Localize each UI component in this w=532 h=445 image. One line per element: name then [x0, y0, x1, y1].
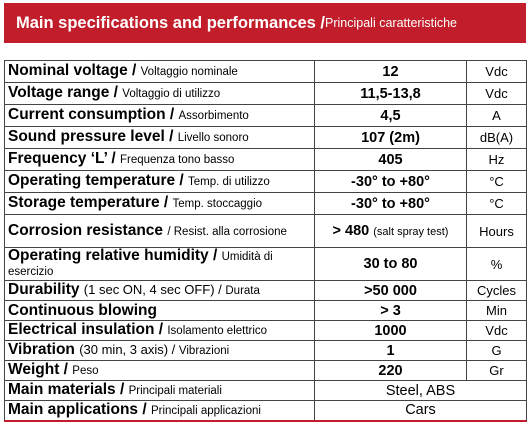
spec-value: 11,5-13,8 — [314, 82, 467, 105]
spec-value: 220 — [314, 360, 467, 381]
section-title: Main specifications and performances / — [16, 13, 326, 32]
spec-row: Voltage range / Voltaggio di utilizzo 11… — [4, 82, 527, 105]
spec-row: Storage temperature / Temp. stoccaggio -… — [4, 192, 527, 215]
spec-label: Frequency ‘L’ / Frequenza tono basso — [4, 148, 315, 171]
spec-unit: Vdc — [466, 320, 527, 341]
spec-value: -30° to +80° — [314, 192, 467, 215]
spec-label: Main materials / Principali materiali — [4, 380, 315, 401]
spec-value: 1 — [314, 340, 467, 361]
spec-row: Operating relative humidity / Umidità di… — [4, 247, 527, 281]
spec-row: Current consumption / Assorbimento 4,5 A — [4, 104, 527, 127]
spec-label: Vibration (30 min, 3 axis) / Vibrazioni — [4, 340, 315, 361]
spec-unit: °C — [466, 170, 527, 193]
spec-label: Operating relative humidity / Umidità di… — [4, 247, 315, 281]
spec-label: Electrical insulation / Isolamento elett… — [4, 320, 315, 341]
spec-value: >50 000 — [314, 280, 467, 301]
spec-unit: Gr — [466, 360, 527, 381]
spec-row: Main applications / Principali applicazi… — [4, 400, 527, 422]
spec-row: Electrical insulation / Isolamento elett… — [4, 320, 527, 341]
spec-label: Continuous blowing — [4, 300, 315, 321]
spec-row: Nominal voltage / Voltaggio nominale 12 … — [4, 60, 527, 83]
spec-value: > 3 — [314, 300, 467, 321]
spec-label: Current consumption / Assorbimento — [4, 104, 315, 127]
spec-unit: Hz — [466, 148, 527, 171]
spec-row: Corrosion resistance / Resist. alla corr… — [4, 214, 527, 248]
spec-value: 1000 — [314, 320, 467, 341]
spec-label: Operating temperature / Temp. di utilizz… — [4, 170, 315, 193]
spec-value: > 480 (salt spray test) — [314, 214, 467, 248]
spec-value: Cars — [314, 400, 527, 422]
spec-row: Continuous blowing > 3 Min — [4, 300, 527, 321]
section-subtitle: Principali caratteristiche — [325, 16, 458, 30]
spec-label: Voltage range / Voltaggio di utilizzo — [4, 82, 315, 105]
spec-value: Steel, ABS — [314, 380, 527, 401]
section-header: Main specifications and performances / P… — [4, 3, 526, 43]
spec-table: Nominal voltage / Voltaggio nominale 12 … — [4, 60, 527, 422]
spec-value: 405 — [314, 148, 467, 171]
spec-label: Weight / Peso — [4, 360, 315, 381]
spec-unit: Vdc — [466, 82, 527, 105]
spec-unit: °C — [466, 192, 527, 215]
spec-label: Storage temperature / Temp. stoccaggio — [4, 192, 315, 215]
spec-label: Sound pressure level / Livello sonoro — [4, 126, 315, 149]
spec-row: Sound pressure level / Livello sonoro 10… — [4, 126, 527, 149]
spec-row: Operating temperature / Temp. di utilizz… — [4, 170, 527, 193]
spec-value: 107 (2m) — [314, 126, 467, 149]
spec-label: Corrosion resistance / Resist. alla corr… — [4, 214, 315, 248]
spec-unit: Cycles — [466, 280, 527, 301]
spec-row: Durability (1 sec ON, 4 sec OFF) / Durat… — [4, 280, 527, 301]
spec-row: Vibration (30 min, 3 axis) / Vibrazioni … — [4, 340, 527, 361]
spec-unit: Hours — [466, 214, 527, 248]
spec-label: Nominal voltage / Voltaggio nominale — [4, 60, 315, 83]
spec-label: Durability (1 sec ON, 4 sec OFF) / Durat… — [4, 280, 315, 301]
spec-value: -30° to +80° — [314, 170, 467, 193]
spec-value: 12 — [314, 60, 467, 83]
spec-unit: dB(A) — [466, 126, 527, 149]
spec-value: 4,5 — [314, 104, 467, 127]
spec-unit: Vdc — [466, 60, 527, 83]
spec-value-note: (salt spray test) — [373, 226, 449, 238]
spec-value: 30 to 80 — [314, 247, 467, 281]
spec-row: Frequency ‘L’ / Frequenza tono basso 405… — [4, 148, 527, 171]
spec-row: Weight / Peso 220 Gr — [4, 360, 527, 381]
spec-row: Main materials / Principali materiali St… — [4, 380, 527, 401]
spec-unit: A — [466, 104, 527, 127]
spec-unit: G — [466, 340, 527, 361]
spec-label: Main applications / Principali applicazi… — [4, 400, 315, 422]
spec-unit: % — [466, 247, 527, 281]
spec-unit: Min — [466, 300, 527, 321]
